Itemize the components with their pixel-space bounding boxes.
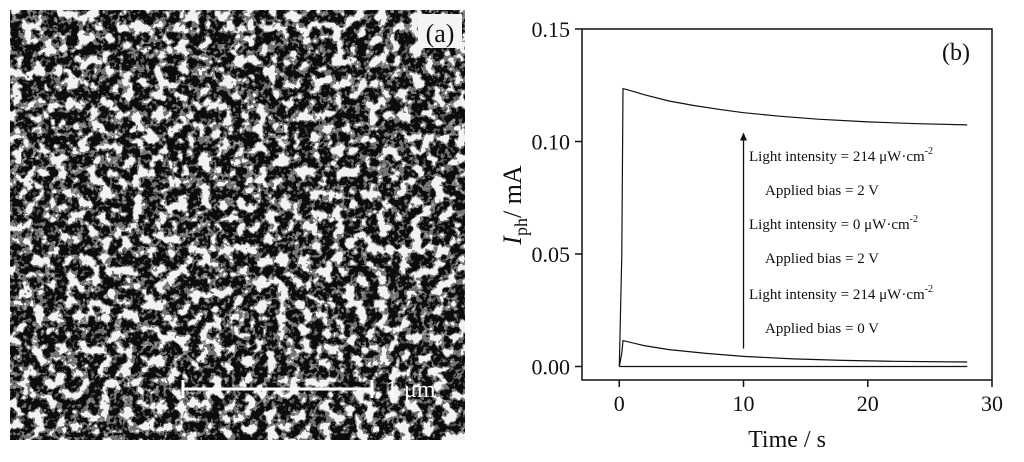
panel-a-label-bg bbox=[418, 14, 462, 48]
annotation-line: Light intensity = 0 μW·cm-2 bbox=[749, 214, 918, 233]
x-tick-label: 10 bbox=[733, 391, 755, 416]
annotation-arrow bbox=[740, 132, 748, 349]
axis-ticks: 0 10 20 30 0.00 0.05 0.10 0.15 bbox=[532, 17, 1004, 416]
y-axis-label-sub: ph bbox=[511, 218, 531, 236]
annotation-line: Applied bias = 2 V bbox=[765, 183, 879, 199]
x-tick-label: 0 bbox=[614, 391, 625, 416]
y-axis-label-unit: / mA bbox=[498, 165, 527, 218]
annotation-line: Applied bias = 2 V bbox=[765, 251, 879, 267]
x-tick-label: 20 bbox=[857, 391, 879, 416]
y-tick-label: 0.15 bbox=[532, 17, 571, 42]
y-tick-label: 0.00 bbox=[532, 355, 571, 380]
panel-b-label: (b) bbox=[942, 40, 970, 66]
y-axis-label-main: I bbox=[498, 235, 527, 246]
y-axis-label: Iph/ mA bbox=[498, 165, 531, 246]
y-tick-label: 0.10 bbox=[532, 130, 571, 155]
series-group bbox=[618, 87, 968, 368]
panel-a-label: (a) bbox=[426, 19, 455, 48]
sem-image bbox=[10, 10, 465, 440]
series-line bbox=[618, 87, 968, 367]
scale-bar-label: 1 μm bbox=[386, 377, 436, 403]
annotation-line: Applied bias = 0 V bbox=[765, 321, 879, 337]
x-axis-label: Time / s bbox=[748, 427, 826, 453]
series-line bbox=[618, 339, 968, 367]
chart-b: 0 10 20 30 0.00 0.05 0.10 0.15 (b) Iph/ mA Time… bbox=[498, 17, 1003, 453]
plot-frame bbox=[581, 28, 993, 381]
arrow-head bbox=[740, 132, 748, 141]
y-tick-label: 0.05 bbox=[532, 242, 571, 267]
x-tick-label: 30 bbox=[981, 391, 1003, 416]
annotation-text: Light intensity = 214 μW·cm-2 Applied bi… bbox=[749, 146, 933, 337]
annotation-line: Light intensity = 214 μW·cm-2 bbox=[749, 284, 933, 303]
scale-bar bbox=[181, 380, 374, 398]
svg-text:Iph/ mA: Iph/ mA bbox=[498, 165, 531, 246]
annotation-line: Light intensity = 214 μW·cm-2 bbox=[749, 146, 933, 165]
